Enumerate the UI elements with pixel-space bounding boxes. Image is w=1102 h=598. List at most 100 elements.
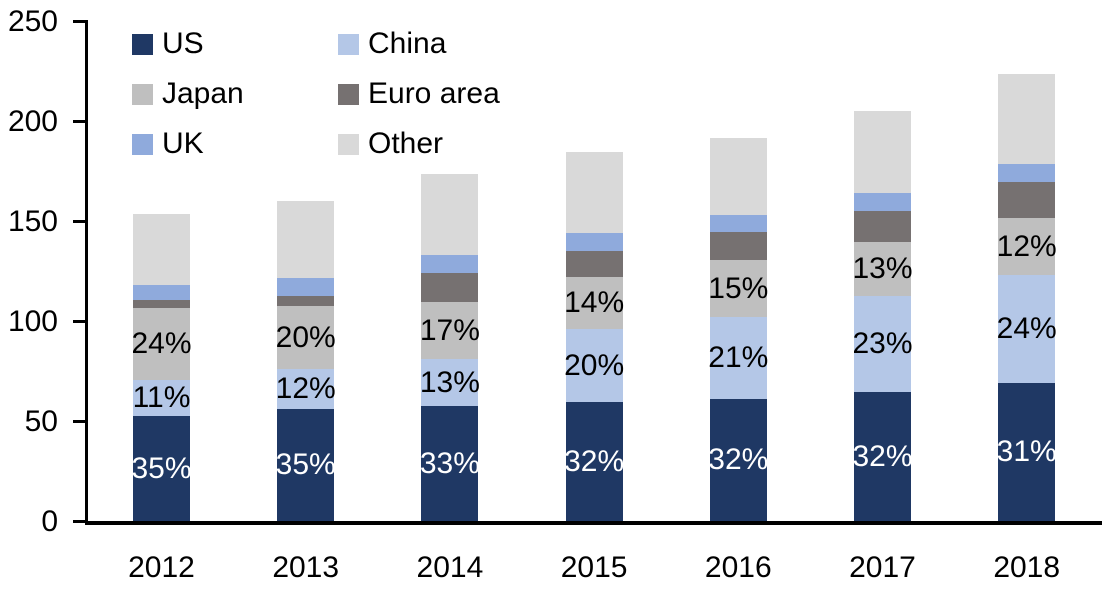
bar-segment-china-2013: 12% (275, 369, 336, 409)
bar-segment-us-2015: 32% (564, 402, 625, 521)
y-tick-mark-150 (73, 220, 85, 223)
legend-label-japan: Japan (162, 77, 244, 110)
legend-swatch-euro-area (338, 83, 359, 105)
legend-swatch-us (132, 33, 153, 55)
bar-segment-uk-2014 (421, 255, 479, 273)
y-tick-label-0: 0 (41, 505, 58, 538)
bar-segment-japan-2012: 24% (131, 308, 192, 380)
y-tick-label-50: 50 (24, 405, 58, 438)
y-tick-label-250: 250 (7, 5, 58, 38)
x-tick-label-2014: 2014 (416, 551, 484, 584)
bar-segment-uk-2013 (277, 278, 335, 296)
bar-label-china-2015: 20% (564, 348, 625, 382)
y-tick-mark-250 (73, 20, 85, 23)
bar-segment-japan-2016: 15% (708, 260, 769, 317)
bar-segment-uk-2018 (998, 164, 1056, 182)
bar-segment-other-2014 (421, 174, 479, 255)
bar-label-japan-2013: 20% (275, 320, 336, 354)
bar-segment-china-2015: 20% (564, 329, 625, 402)
legend-item-euro-area: Euro area (338, 77, 500, 111)
y-axis-line (85, 20, 88, 525)
x-tick-label-2018: 2018 (993, 551, 1061, 584)
legend-label-china: China (368, 27, 447, 60)
bar-segment-japan-2018: 12% (996, 218, 1057, 275)
legend-swatch-china (338, 33, 359, 55)
legend-item-china: China (338, 27, 446, 61)
x-axis-baseline (85, 521, 1102, 525)
legend-label-uk: UK (162, 127, 204, 160)
bar-label-china-2014: 13% (419, 365, 480, 399)
legend-label-euro-area: Euro area (368, 77, 500, 110)
bar-segment-euro-area-2012 (133, 300, 190, 308)
bar-label-japan-2017: 13% (852, 252, 913, 285)
bar-segment-uk-2017 (854, 193, 911, 211)
bar-label-us-2013: 35% (275, 448, 336, 481)
bar-label-china-2017: 23% (852, 327, 913, 360)
bar-segment-china-2016: 21% (708, 317, 769, 399)
bar-label-japan-2018: 12% (996, 229, 1057, 263)
bar-segment-china-2012: 11% (133, 380, 190, 416)
y-tick-label-100: 100 (7, 305, 58, 338)
x-tick-label-2015: 2015 (560, 551, 628, 584)
bar-segment-other-2016 (709, 138, 767, 215)
x-tick-label-2017: 2017 (849, 551, 916, 584)
y-tick-label-200: 200 (7, 105, 58, 138)
bar-segment-euro-area-2015 (565, 251, 623, 277)
y-tick-mark-50 (73, 420, 85, 423)
bar-segment-us-2016: 32% (708, 399, 768, 521)
bar-segment-us-2018: 31% (996, 383, 1057, 521)
legend-item-japan: Japan (132, 77, 244, 111)
bar-label-china-2012: 11% (132, 381, 191, 414)
legend-item-other: Other (338, 127, 443, 161)
bar-segment-us-2013: 35% (275, 409, 336, 521)
bar-segment-us-2017: 32% (852, 392, 913, 521)
bar-segment-china-2018: 24% (996, 275, 1057, 383)
bar-segment-japan-2014: 17% (419, 302, 480, 359)
bar-segment-other-2015 (565, 152, 623, 233)
bar-segment-japan-2017: 13% (852, 242, 913, 296)
x-tick-label-2016: 2016 (704, 551, 772, 584)
bar-segment-other-2017 (854, 111, 911, 193)
bar-label-japan-2014: 17% (419, 313, 480, 347)
x-tick-label-2013: 2013 (272, 551, 340, 584)
legend-label-other: Other (368, 127, 444, 160)
bar-label-china-2018: 24% (996, 312, 1057, 345)
bar-segment-uk-2016 (709, 215, 767, 232)
bar-segment-china-2014: 13% (419, 359, 480, 406)
legend-label-us: US (162, 27, 204, 60)
bar-segment-euro-area-2013 (277, 296, 335, 306)
bar-segment-other-2012 (133, 214, 190, 285)
bar-segment-japan-2015: 14% (564, 277, 625, 329)
bar-segment-euro-area-2017 (854, 211, 911, 242)
y-tick-mark-100 (73, 320, 85, 323)
bar-segment-us-2014: 33% (419, 406, 480, 521)
bar-segment-other-2013 (277, 201, 335, 278)
bar-label-japan-2015: 14% (564, 286, 625, 319)
x-tick-label-2012: 2012 (128, 551, 195, 584)
legend-item-us: US (132, 27, 204, 61)
bar-segment-japan-2013: 20% (275, 306, 336, 369)
bar-label-us-2014: 33% (419, 446, 480, 480)
bar-segment-euro-area-2014 (421, 273, 479, 302)
bar-label-us-2015: 32% (564, 444, 625, 478)
bar-label-us-2018: 31% (996, 435, 1057, 468)
bar-label-japan-2016: 15% (708, 271, 769, 305)
bar-segment-us-2012: 35% (131, 416, 192, 521)
y-tick-label-150: 150 (7, 205, 58, 238)
y-tick-mark-200 (73, 120, 85, 123)
bar-segment-other-2018 (998, 74, 1056, 164)
bar-segment-china-2017: 23% (852, 296, 913, 392)
legend-swatch-uk (132, 133, 153, 155)
y-tick-mark-0 (73, 520, 85, 523)
bar-segment-uk-2012 (133, 285, 190, 300)
bar-segment-uk-2015 (565, 233, 623, 251)
bar-label-china-2013: 12% (275, 372, 336, 405)
legend-swatch-japan (132, 83, 153, 105)
bar-label-japan-2012: 24% (131, 327, 192, 360)
bar-label-us-2012: 35% (131, 451, 192, 485)
bar-segment-euro-area-2016 (709, 232, 767, 260)
legend-swatch-other (338, 133, 359, 155)
bar-segment-euro-area-2018 (998, 182, 1056, 218)
bar-label-china-2016: 21% (708, 341, 769, 374)
